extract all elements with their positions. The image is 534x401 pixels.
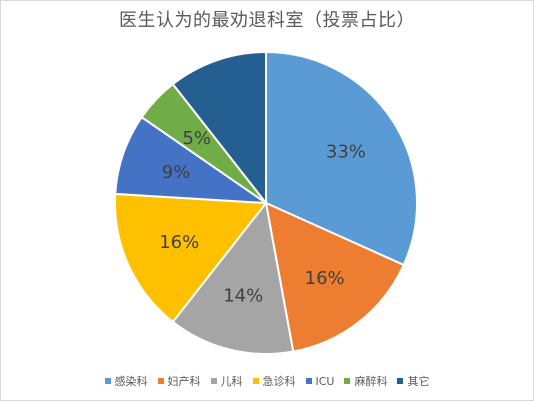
legend-swatch: [104, 378, 111, 384]
pie-slice-7: [171, 50, 267, 206]
legend-item: 其它: [397, 373, 429, 389]
legend-item: 感染科: [104, 373, 148, 389]
slice-data-label: 14%: [223, 285, 263, 306]
slice-data-label: 5%: [182, 128, 211, 149]
legend-label: 急诊科: [262, 375, 296, 388]
slice-data-label: 16%: [305, 268, 345, 289]
pie-slice-3: [171, 200, 295, 355]
legend-swatch: [210, 378, 217, 384]
legend-item: 儿科: [210, 373, 243, 389]
legend-label: 妇产科: [167, 375, 201, 388]
legend-label: 其它: [407, 375, 430, 388]
slice-data-label: 33%: [326, 141, 366, 162]
slice-data-label: 9%: [162, 162, 191, 183]
legend-item: 妇产科: [157, 373, 201, 389]
legend-swatch: [252, 378, 259, 384]
legend-swatch: [305, 378, 312, 384]
legend-label: ICU: [315, 374, 335, 388]
legend-label: 儿科: [220, 375, 243, 388]
slice-data-label: 16%: [159, 232, 199, 253]
legend-item: 急诊科: [252, 373, 296, 389]
chart-legend: 感染科 妇产科 儿科 急诊科 ICU 麻醉科 其它: [0, 373, 534, 389]
legend-item: ICU: [305, 374, 335, 388]
pie-slice-1: [265, 50, 418, 267]
pie-slice-2: [264, 201, 406, 353]
legend-swatch: [344, 378, 351, 384]
legend-swatch: [157, 378, 164, 384]
legend-swatch: [397, 378, 404, 384]
pie-slice-4: [114, 192, 268, 324]
legend-label: 感染科: [114, 375, 148, 388]
chart-title: 医生认为的最劝退科室（投票占比）: [119, 10, 415, 31]
pie-slice-5: [114, 115, 270, 205]
legend-label: 麻醉科: [354, 375, 388, 388]
legend-item: 麻醉科: [344, 373, 387, 389]
